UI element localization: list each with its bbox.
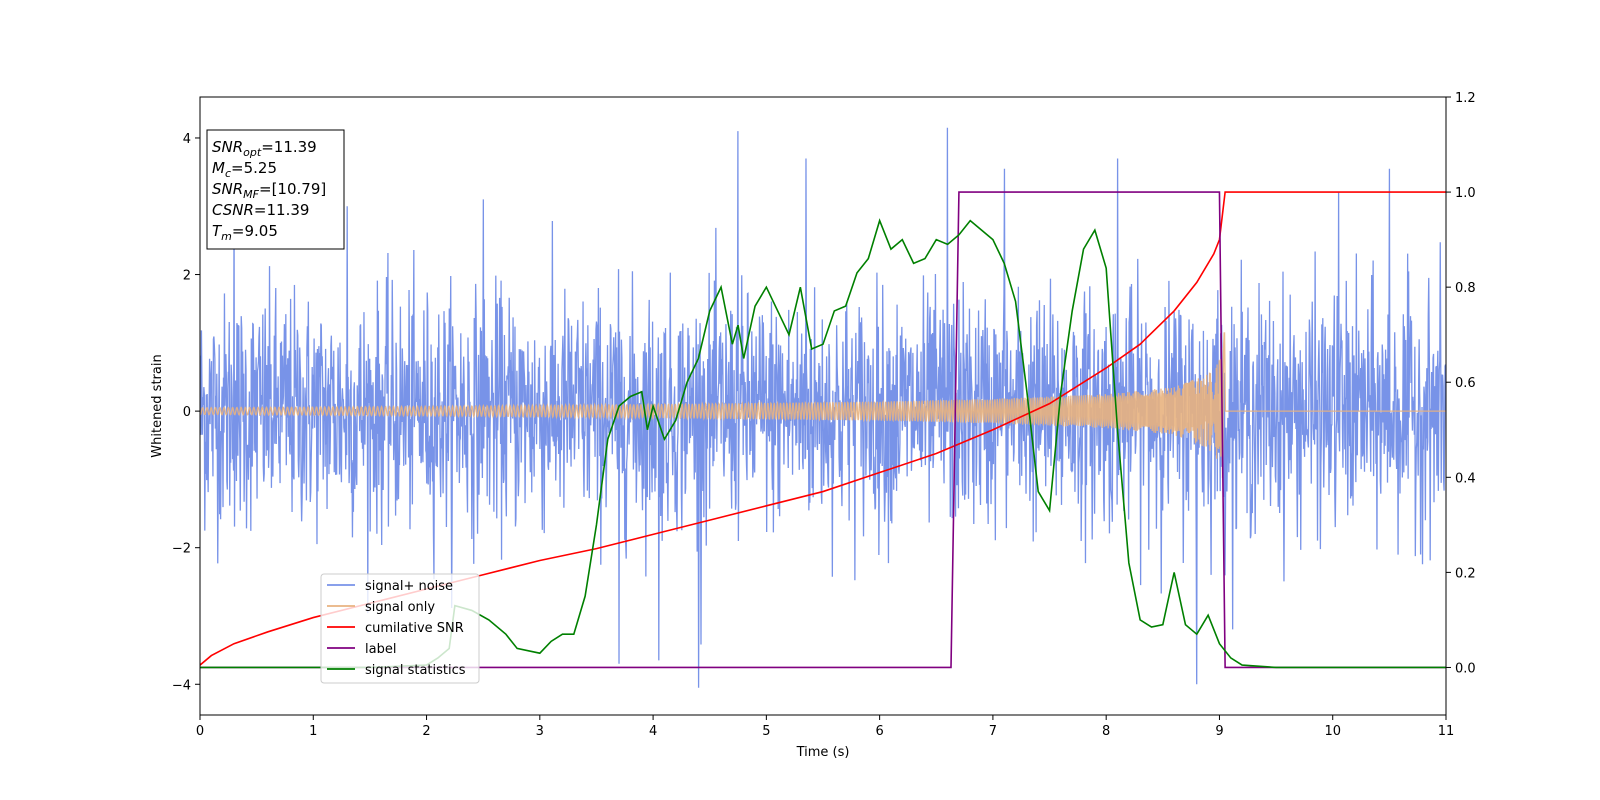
y-axis-left: −4 −2 0 2 4 <box>172 132 200 693</box>
x-tick-label: 9 <box>1215 724 1223 739</box>
y2-tick-label: 0.2 <box>1455 566 1476 581</box>
x-tick-label: 11 <box>1438 724 1455 739</box>
y2-tick-label: 1.2 <box>1455 91 1476 106</box>
x-tick-label: 0 <box>196 724 204 739</box>
legend-label: label <box>365 642 396 657</box>
y2-tick-label: 0.6 <box>1455 376 1476 391</box>
y2-tick-label: 0.4 <box>1455 471 1476 486</box>
y-tick-label: −4 <box>172 678 191 693</box>
x-axis-label: Time (s) <box>796 745 850 760</box>
info-line: Mc=5.25 <box>212 159 277 180</box>
x-tick-label: 4 <box>649 724 657 739</box>
y2-tick-label: 1.0 <box>1455 186 1476 201</box>
info-box-frame <box>206 129 345 250</box>
series-signal-noise <box>200 127 1446 688</box>
plot-frame <box>199 96 1447 716</box>
legend-label: signal only <box>365 600 435 615</box>
legend-label: cumilative SNR <box>365 621 464 636</box>
y-tick-label: 2 <box>183 269 191 284</box>
y-tick-label: 0 <box>183 405 191 420</box>
info-line: SNRMF=[10.79] <box>212 180 326 201</box>
y2-tick-label: 0.0 <box>1455 661 1476 676</box>
info-line: Tm=9.05 <box>212 222 278 243</box>
y-tick-label: 4 <box>183 132 191 147</box>
x-tick-label: 1 <box>309 724 317 739</box>
legend-label: signal+ noise <box>365 579 453 594</box>
x-axis: 0 1 2 3 4 5 6 7 8 9 10 11 <box>196 715 1454 739</box>
legend-frame <box>320 573 480 684</box>
x-tick-label: 5 <box>762 724 770 739</box>
y-tick-label: −2 <box>172 542 191 557</box>
y2-tick-label: 0.8 <box>1455 281 1476 296</box>
series-label <box>200 191 1446 669</box>
x-tick-label: 8 <box>1102 724 1110 739</box>
info-line: SNRopt=11.39 <box>212 138 317 159</box>
x-tick-label: 2 <box>422 724 430 739</box>
x-tick-label: 3 <box>536 724 544 739</box>
x-tick-label: 10 <box>1324 724 1341 739</box>
series-signal-statistics <box>200 218 1446 669</box>
y-axis-label: Whitened strain <box>150 354 165 457</box>
legend-label: signal statistics <box>365 663 466 678</box>
x-tick-label: 7 <box>989 724 997 739</box>
series-signal-only <box>200 332 1446 478</box>
info-box: SNRopt=11.39Mc=5.25SNRMF=[10.79]CSNR=11.… <box>206 129 345 250</box>
y-axis-right: 0.0 0.2 0.4 0.6 0.8 1.0 1.2 <box>1446 91 1476 676</box>
info-line: CSNR=11.39 <box>212 201 309 219</box>
legend: signal+ noise signal only cumilative SNR la… <box>320 573 480 684</box>
x-tick-label: 6 <box>875 724 883 739</box>
